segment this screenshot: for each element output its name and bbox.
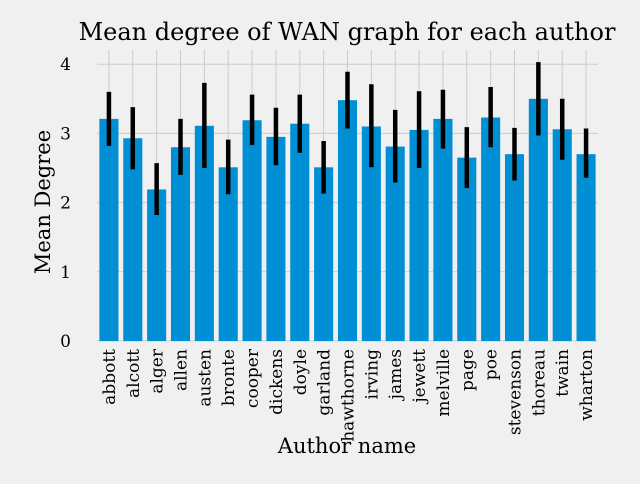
y-tick-label: 1: [60, 263, 71, 283]
x-tick-label-hawthorne: hawthorne: [339, 349, 359, 442]
bar-thoreau: [528, 98, 548, 341]
y-tick-label: 0: [60, 332, 71, 352]
bar-page: [457, 157, 477, 341]
bar-garland: [314, 167, 334, 341]
error-bars-layer: [106, 62, 589, 216]
bar-irving: [361, 126, 381, 341]
x-tick-label-alger: alger: [148, 348, 168, 394]
bar-twain: [552, 129, 572, 341]
x-axis-label: Author name: [277, 434, 416, 458]
bar-cooper: [242, 120, 262, 341]
x-tick-label-poe: poe: [482, 349, 502, 380]
bar-allen: [170, 147, 191, 341]
x-tick-label-doyle: doyle: [291, 349, 311, 395]
bar-james: [385, 146, 405, 341]
x-tick-label-stevenson: stevenson: [506, 349, 526, 435]
x-tick-label-james: james: [386, 349, 406, 401]
x-tick-label-page: page: [458, 349, 478, 391]
x-tick-label-austen: austen: [195, 349, 215, 407]
y-tick-labels: 0 1 2 3 4: [60, 55, 71, 352]
y-tick-label: 4: [60, 55, 71, 75]
bars-layer: [99, 98, 596, 342]
bar-alger: [147, 189, 167, 341]
bar-jewett: [409, 129, 429, 341]
y-axis-label: Mean Degree: [31, 130, 55, 274]
bar-wharton: [576, 154, 596, 341]
x-tick-label-abbott: abbott: [100, 349, 120, 405]
bar-austen: [194, 125, 214, 342]
x-tick-label-cooper: cooper: [243, 348, 263, 408]
x-tick-label-irving: irving: [362, 349, 382, 400]
x-tick-label-wharton: wharton: [577, 349, 597, 421]
bar-stevenson: [504, 154, 525, 341]
x-tick-label-alcott: alcott: [124, 349, 144, 398]
x-tick-label-thoreau: thoreau: [529, 349, 549, 416]
bar-alcott: [123, 138, 143, 341]
x-tick-label-jewett: jewett: [410, 349, 430, 405]
x-tick-labels: abbott alcott alger allen austen bronte cooper…: [100, 348, 597, 442]
x-tick-label-twain: twain: [553, 349, 573, 397]
bar-abbott: [99, 118, 119, 341]
x-tick-label-melville: melville: [434, 349, 454, 417]
bar-dickens: [266, 136, 286, 341]
x-tick-label-bronte: bronte: [219, 349, 239, 406]
bar-melville: [433, 118, 453, 341]
bar-doyle: [290, 123, 310, 341]
x-tick-label-garland: garland: [315, 349, 335, 416]
y-tick-label: 2: [60, 194, 71, 214]
bar-hawthorne: [337, 100, 358, 342]
x-tick-label-dickens: dickens: [267, 349, 287, 415]
chart-title: Mean degree of WAN graph for each author: [79, 18, 616, 46]
bar-poe: [481, 117, 501, 341]
y-tick-label: 3: [60, 124, 71, 144]
bar-bronte: [218, 167, 238, 341]
x-tick-label-allen: allen: [172, 349, 192, 391]
